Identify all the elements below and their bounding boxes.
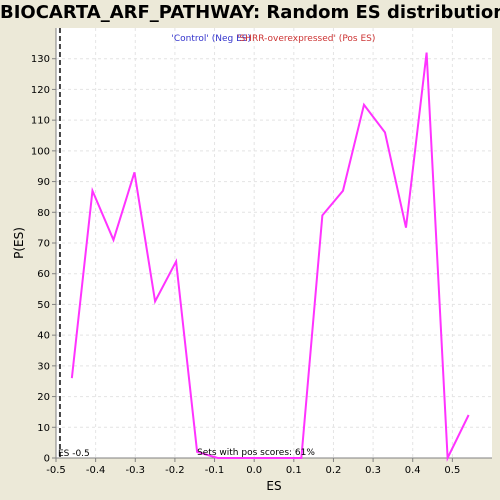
y-tick-label: 120: [31, 85, 50, 96]
y-tick-label: 50: [37, 300, 50, 311]
legend-shrr-pos-es: 'SHRR-overexpressed' (Pos ES): [237, 34, 375, 44]
y-tick-label: 30: [37, 361, 50, 372]
x-tick-label: 0.0: [246, 465, 262, 476]
x-tick-label: 0.1: [286, 465, 302, 476]
y-tick-label: 10: [37, 423, 50, 434]
y-tick-label: 40: [37, 331, 50, 342]
x-tick-label: -0.5: [46, 465, 66, 476]
y-tick-label: 0: [44, 454, 50, 465]
x-tick-label: 0.3: [365, 465, 381, 476]
y-tick-label: 100: [31, 146, 50, 157]
x-tick-label: 0.2: [326, 465, 342, 476]
legend-control-neg-es: 'Control' (Neg ES): [171, 34, 251, 44]
series-layer: [70, 52, 470, 462]
pos-score-annotation: Sets with pos scores: 61%: [197, 448, 315, 458]
x-tick-label: -0.2: [165, 465, 185, 476]
y-axis-title: P(ES): [12, 227, 26, 259]
y-tick-label: 60: [37, 269, 50, 280]
es-marker-label: ES -0.5: [58, 449, 90, 459]
y-tick-label: 70: [37, 239, 50, 250]
x-tick-label: -0.4: [86, 465, 106, 476]
x-tick-label: 0.5: [444, 465, 460, 476]
x-axis-title: ES: [266, 479, 281, 493]
text-layer: 'Control' (Neg ES) 'SHRR-overexpressed' …: [12, 34, 375, 493]
y-tick-label: 20: [37, 392, 50, 403]
y-tick-label: 80: [37, 208, 50, 219]
x-tick-label: -0.1: [205, 465, 225, 476]
chart-title: BIOCARTA_ARF_PATHWAY: Random ES distribu…: [0, 2, 500, 23]
x-tick-label: 0.4: [405, 465, 421, 476]
y-tick-label: 110: [31, 116, 50, 127]
y-tick-label: 130: [31, 54, 50, 65]
series-line: [70, 52, 470, 462]
x-tick-label: -0.3: [126, 465, 146, 476]
y-tick-label: 90: [37, 177, 50, 188]
axes: 0 10 20 30 40 50 60 70 80 90 100 110 120 130 -0.5 -0.4 -…: [31, 28, 492, 476]
